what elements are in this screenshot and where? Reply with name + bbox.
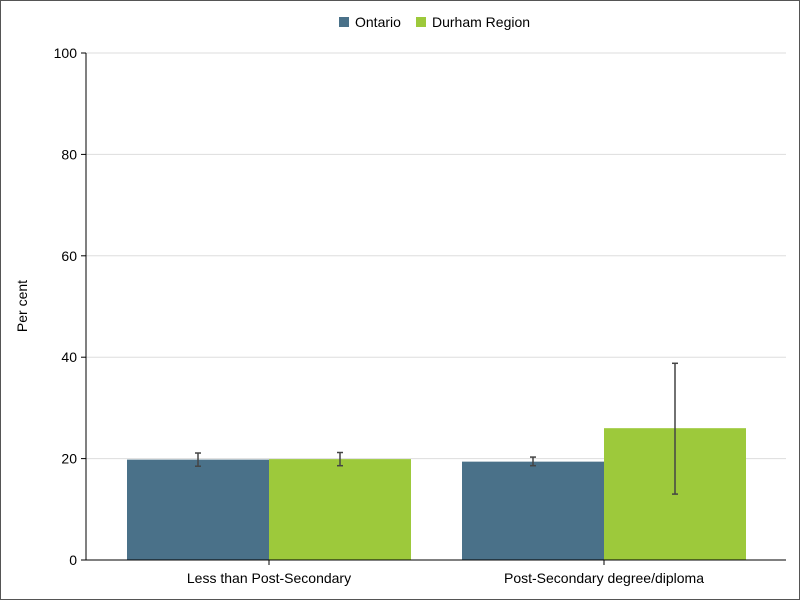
x-axis-ticks: Less than Post-Secondary Post-Secondary d… [187, 560, 704, 586]
x-tick-label: Post-Secondary degree/diploma [504, 570, 704, 586]
bar-ontario-0 [127, 459, 269, 560]
legend-item: Ontario [339, 14, 401, 30]
legend-swatch [339, 17, 349, 27]
error-bar [530, 456, 536, 467]
bar-ontario-1 [462, 461, 604, 560]
legend-label: Ontario [355, 14, 401, 30]
gridlines [86, 52, 786, 460]
error-bars [195, 362, 678, 495]
y-tick-label: 60 [61, 248, 77, 264]
y-tick-label: 100 [54, 45, 78, 61]
y-axis-label: Per cent [14, 280, 30, 332]
error-bar [672, 362, 678, 495]
legend-item: Durham Region [416, 14, 530, 30]
y-tick-label: 80 [61, 146, 77, 162]
legend-label: Durham Region [432, 14, 530, 30]
legend: Ontario Durham Region [339, 14, 530, 30]
y-axis-ticks: 0 20 40 60 80 100 [54, 45, 86, 568]
axes [85, 53, 786, 561]
bar-durham-region-0 [269, 459, 411, 560]
bars [127, 428, 746, 560]
error-bar [195, 452, 201, 467]
error-bar [337, 451, 343, 467]
y-tick-label: 20 [61, 451, 77, 467]
y-tick-label: 40 [61, 349, 77, 365]
x-tick-label: Less than Post-Secondary [187, 570, 351, 586]
y-tick-label: 0 [69, 552, 77, 568]
legend-swatch [416, 17, 426, 27]
